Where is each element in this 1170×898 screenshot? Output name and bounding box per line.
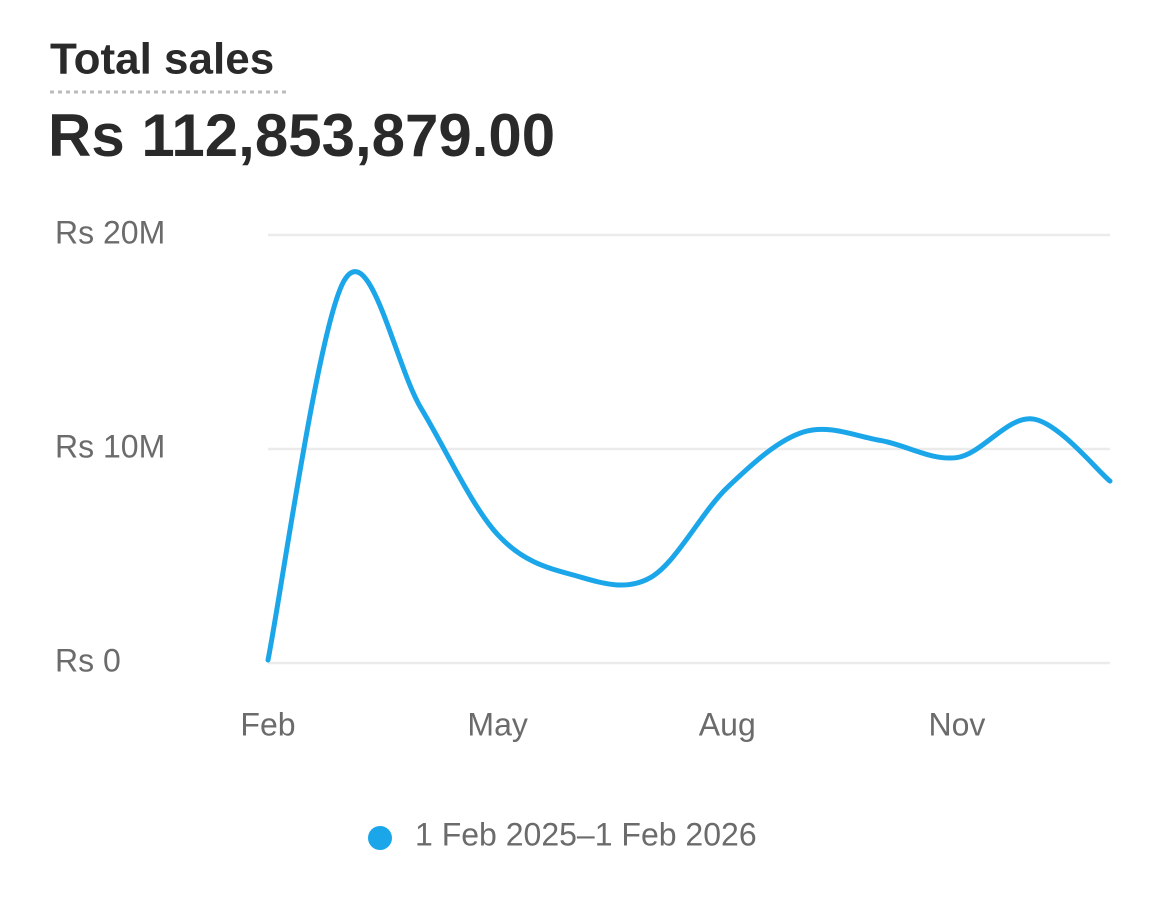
chart-title: Total sales [50, 35, 274, 84]
legend-label: 1 Feb 2025–1 Feb 2026 [415, 816, 757, 852]
x-tick-label: Nov [928, 706, 985, 742]
series-line [265, 269, 1113, 663]
total-value: Rs 112,853,879.00 [48, 102, 555, 169]
y-tick-label: Rs 0 [55, 642, 121, 678]
y-tick-label: Rs 10M [55, 428, 165, 464]
x-tick-label: May [467, 706, 527, 742]
y-tick-label: Rs 20M [55, 214, 165, 250]
x-tick-label: Aug [699, 706, 756, 742]
legend-marker [368, 826, 392, 850]
x-tick-label: Feb [240, 706, 295, 742]
